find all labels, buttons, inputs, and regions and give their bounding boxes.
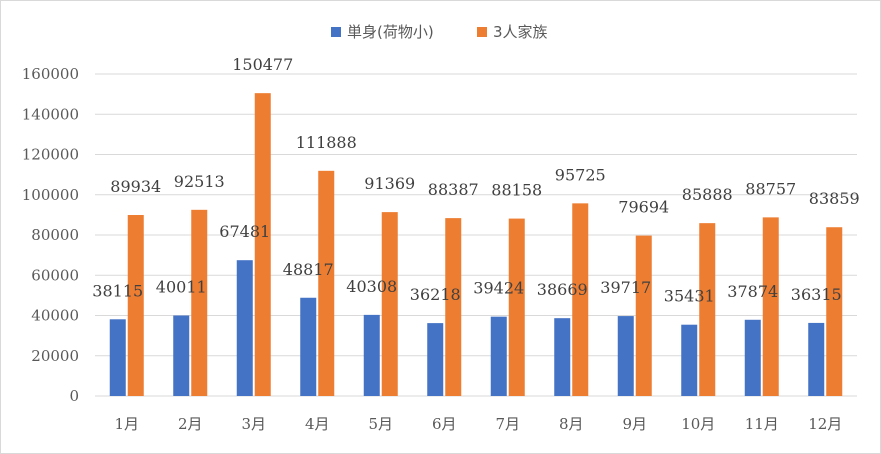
bar-single: [490, 316, 507, 396]
y-tick-label: 100000: [22, 186, 79, 204]
x-tick-label: 3月: [241, 415, 266, 433]
y-tick-label: 20000: [31, 347, 79, 365]
y-tick-label: 80000: [31, 226, 79, 244]
data-label-single: 36218: [410, 285, 461, 304]
x-tick-label: 4月: [305, 415, 330, 433]
bar-family: [127, 215, 144, 396]
bar-family: [381, 212, 398, 396]
bar-single: [681, 324, 698, 396]
x-tick-label: 11月: [745, 415, 779, 433]
bar-family: [762, 217, 779, 396]
legend: 単身(荷物小) 3人家族: [331, 23, 548, 41]
data-label-single: 38669: [537, 280, 588, 299]
legend-swatch-single: [331, 27, 341, 37]
data-label-family: 111888: [296, 133, 357, 152]
bar-single: [173, 315, 190, 396]
bar-family: [826, 227, 843, 396]
y-tick-label: 0: [69, 387, 79, 405]
data-label-family: 150477: [232, 55, 293, 74]
data-label-single: 38115: [92, 281, 143, 300]
data-label-single: 36315: [791, 285, 842, 304]
bar-family: [635, 235, 652, 396]
y-tick-label: 120000: [22, 146, 79, 164]
bar-single: [427, 323, 444, 396]
data-label-family: 88387: [428, 180, 479, 199]
x-tick-label: 7月: [495, 415, 520, 433]
data-label-family: 79694: [618, 198, 669, 217]
y-axis: 0 20000 40000 60000 80000 100000 120000 140000 1…: [22, 65, 79, 405]
bar-single: [808, 322, 825, 396]
bar-family: [508, 218, 525, 396]
data-label-family: 95725: [555, 165, 606, 184]
gridlines: [95, 73, 857, 397]
data-label-family: 88158: [491, 181, 542, 200]
x-tick-label: 2月: [178, 415, 203, 433]
y-tick-label: 40000: [31, 307, 79, 325]
x-tick-label: 8月: [559, 415, 584, 433]
y-tick-label: 140000: [22, 105, 79, 123]
x-tick-label: 5月: [368, 415, 393, 433]
bars: [109, 93, 843, 396]
data-label-family: 91369: [364, 174, 415, 193]
x-axis: 1月 2月 3月 4月 5月 6月 7月 8月 9月 10月 11月 12月: [114, 415, 842, 433]
data-label-family: 85888: [682, 185, 733, 204]
bar-family: [572, 203, 589, 396]
data-label-single: 35431: [664, 287, 715, 306]
data-label-family: 92513: [174, 172, 225, 191]
data-label-single: 37874: [727, 282, 778, 301]
data-labels: 38115 89934 40011 92513 67481 150477 48817 1118…: [92, 55, 859, 306]
data-label-single: 39717: [600, 278, 651, 297]
x-tick-label: 1月: [114, 415, 139, 433]
bar-family: [318, 170, 335, 396]
data-label-single: 48817: [283, 260, 334, 279]
bar-single: [617, 316, 634, 396]
bar-single: [744, 319, 761, 396]
bar-family: [445, 218, 462, 396]
bar-family: [254, 93, 271, 396]
x-tick-label: 10月: [681, 415, 715, 433]
data-label-single: 39424: [473, 279, 524, 298]
data-label-family: 89934: [110, 177, 161, 196]
bar-family: [699, 223, 716, 396]
y-tick-label: 60000: [31, 266, 79, 284]
y-tick-label: 160000: [22, 65, 79, 83]
data-label-family: 88757: [745, 179, 796, 198]
x-tick-label: 12月: [808, 415, 842, 433]
bar-single: [300, 297, 317, 396]
legend-label-single: 単身(荷物小): [347, 23, 434, 41]
data-label-single: 40308: [346, 277, 397, 296]
data-label-family: 83859: [809, 189, 860, 208]
data-label-single: 67481: [219, 222, 270, 241]
legend-label-family: 3人家族: [493, 23, 548, 41]
x-tick-label: 9月: [622, 415, 647, 433]
bar-single: [363, 314, 380, 396]
data-label-single: 40011: [156, 277, 207, 296]
x-tick-label: 6月: [432, 415, 457, 433]
bar-single: [109, 319, 126, 396]
bar-single: [554, 318, 571, 396]
legend-swatch-family: [477, 27, 487, 37]
bar-single: [236, 260, 253, 396]
bar-family: [191, 209, 208, 396]
